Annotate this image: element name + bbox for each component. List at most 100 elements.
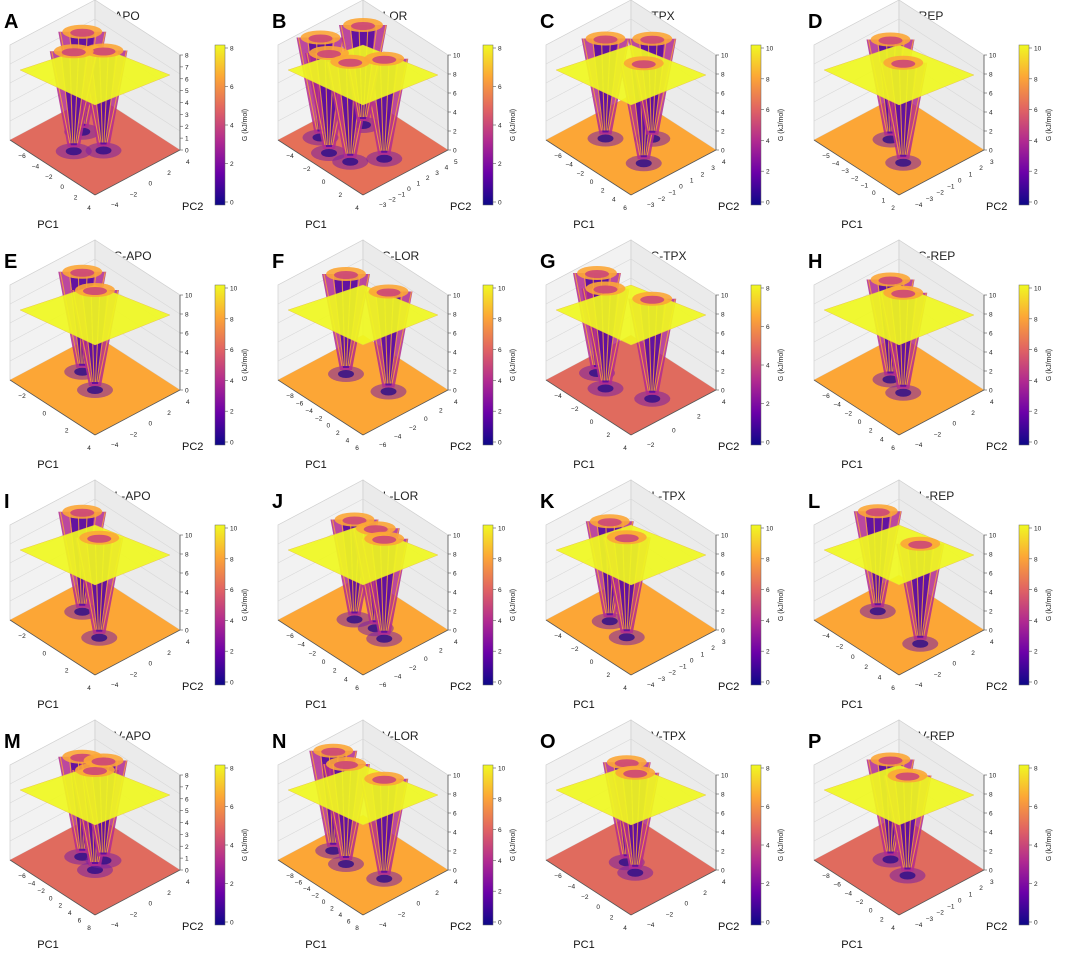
z-tick-label: 0 bbox=[721, 388, 725, 395]
grid-line bbox=[898, 738, 985, 795]
colorbar-tick-label: 4 bbox=[230, 843, 234, 850]
z-tick-label: 4 bbox=[453, 110, 457, 117]
grid-line bbox=[898, 258, 985, 315]
z-tick-label: 10 bbox=[453, 773, 461, 780]
floor-basin-core bbox=[338, 860, 354, 868]
floor-basin-core bbox=[65, 147, 82, 156]
pc2-tick-label: −3 bbox=[926, 196, 934, 203]
pc1-tick-label: 2 bbox=[869, 428, 873, 435]
x-axis-line bbox=[813, 379, 900, 436]
pc2-tick-label: 4 bbox=[722, 159, 726, 166]
z-tick-label: 10 bbox=[989, 293, 997, 300]
pc2-tick-label: 0 bbox=[424, 656, 428, 663]
pc2-tick-label: −4 bbox=[394, 673, 402, 680]
colorbar-tick-label: 2 bbox=[230, 649, 234, 656]
pc1-axis-label: PC1 bbox=[573, 699, 594, 711]
x-axis-line bbox=[545, 379, 632, 436]
colorbar-tick-label: 2 bbox=[766, 881, 770, 888]
pc2-tick-label: 2 bbox=[167, 170, 171, 177]
z-tick-label: 6 bbox=[185, 796, 189, 803]
z-tick-label: 8 bbox=[989, 552, 993, 559]
pc2-tick-label: 0 bbox=[690, 657, 694, 664]
z-tick-label: 10 bbox=[989, 53, 997, 60]
z-tick-label: 0 bbox=[989, 388, 993, 395]
pc2-axis-label: PC2 bbox=[718, 681, 739, 693]
grid-line bbox=[545, 738, 632, 785]
colorbar-tick-label: 6 bbox=[766, 804, 770, 811]
z-tick-label: 8 bbox=[453, 312, 457, 319]
x-axis-line bbox=[813, 859, 900, 916]
panel-letter: O bbox=[540, 731, 556, 753]
z-tick-label: 7 bbox=[185, 784, 189, 791]
x-axis-line bbox=[277, 859, 364, 916]
pc1-tick-label: 4 bbox=[355, 205, 359, 212]
colorbar bbox=[750, 284, 762, 446]
grid-line bbox=[630, 738, 717, 795]
z-tick-label: 2 bbox=[721, 369, 725, 376]
pc1-tick-label: 0 bbox=[43, 650, 47, 657]
x-axis-line bbox=[813, 619, 900, 676]
colorbar-tick-label: 6 bbox=[1034, 804, 1038, 811]
pc2-axis-label: PC2 bbox=[718, 921, 739, 933]
panel-letter: I bbox=[4, 491, 10, 513]
pc2-tick-label: 1 bbox=[690, 177, 694, 184]
pc1-axis-label: PC1 bbox=[841, 459, 862, 471]
panel-letter: D bbox=[808, 11, 822, 33]
z-tick-label: 8 bbox=[721, 552, 725, 559]
pc1-tick-label: 0 bbox=[322, 899, 326, 906]
z-tick-label: 10 bbox=[721, 773, 729, 780]
pc2-tick-label: −4 bbox=[915, 682, 923, 689]
z-tick-label: 2 bbox=[453, 609, 457, 616]
pc1-axis-label: PC1 bbox=[573, 219, 594, 231]
pc1-tick-label: −4 bbox=[833, 402, 841, 409]
pc1-tick-label: 4 bbox=[891, 925, 895, 932]
z-tick-label: 8 bbox=[989, 792, 993, 799]
pc2-tick-label: 4 bbox=[445, 164, 449, 171]
pc2-tick-label: −2 bbox=[668, 670, 676, 677]
plateau-hole-inner bbox=[614, 759, 639, 768]
pc1-tick-label: −4 bbox=[832, 160, 840, 167]
pc2-tick-label: −3 bbox=[926, 916, 934, 923]
colorbar-label: G (kJ/mol) bbox=[510, 829, 517, 861]
pc2-tick-label: 0 bbox=[953, 421, 957, 428]
colorbar-tick-label: 8 bbox=[498, 46, 502, 53]
colorbar-label: G (kJ/mol) bbox=[242, 349, 249, 381]
z-tick-label: 10 bbox=[721, 533, 729, 540]
plateau-hole-inner bbox=[334, 271, 358, 279]
floor-basin-core bbox=[95, 146, 112, 155]
grid-line bbox=[630, 258, 717, 315]
colorbar-label: G (kJ/mol) bbox=[778, 589, 785, 621]
plateau-hole-inner bbox=[593, 285, 618, 294]
pc2-tick-label: −1 bbox=[398, 191, 406, 198]
pc2-tick-label: −2 bbox=[936, 910, 944, 917]
z-tick-label: 2 bbox=[453, 369, 457, 376]
panel-i: IF1174L-APO0246810−2024PC1−4−2024PC20246… bbox=[4, 479, 249, 711]
z-tick-label: 4 bbox=[989, 110, 993, 117]
pc1-tick-label: 4 bbox=[623, 925, 627, 932]
pc2-tick-label: 2 bbox=[971, 650, 975, 657]
z-tick-label: 10 bbox=[721, 53, 729, 60]
panel-a: AWT-APO012345678−6−4−2024PC1−4−2024PC202… bbox=[4, 0, 249, 231]
z-tick-label: 10 bbox=[453, 293, 461, 300]
z-tick-label: 6 bbox=[721, 811, 725, 818]
plateau-surface bbox=[19, 284, 171, 346]
colorbar-tick-label: 2 bbox=[230, 881, 234, 888]
floor-basin-core bbox=[342, 157, 359, 166]
colorbar-tick-label: 2 bbox=[766, 169, 770, 176]
z-tick-label: 0 bbox=[453, 388, 457, 395]
colorbar-tick-label: 2 bbox=[1034, 649, 1038, 656]
y-axis-line bbox=[362, 389, 449, 436]
plateau-hole-inner bbox=[372, 55, 397, 64]
pc1-tick-label: −2 bbox=[845, 410, 853, 417]
pc2-tick-label: 4 bbox=[454, 399, 458, 406]
y-axis-line bbox=[362, 629, 449, 676]
pc1-axis-label: PC1 bbox=[37, 699, 58, 711]
z-tick-label: 2 bbox=[185, 844, 189, 851]
pc1-tick-label: 4 bbox=[623, 685, 627, 692]
colorbar-label: G (kJ/mol) bbox=[510, 349, 517, 381]
plateau-hole-inner bbox=[87, 534, 112, 543]
z-tick-label: 2 bbox=[185, 609, 189, 616]
pc2-tick-label: 4 bbox=[990, 399, 994, 406]
pc1-tick-label: 2 bbox=[333, 668, 337, 675]
grid-line bbox=[277, 498, 364, 545]
